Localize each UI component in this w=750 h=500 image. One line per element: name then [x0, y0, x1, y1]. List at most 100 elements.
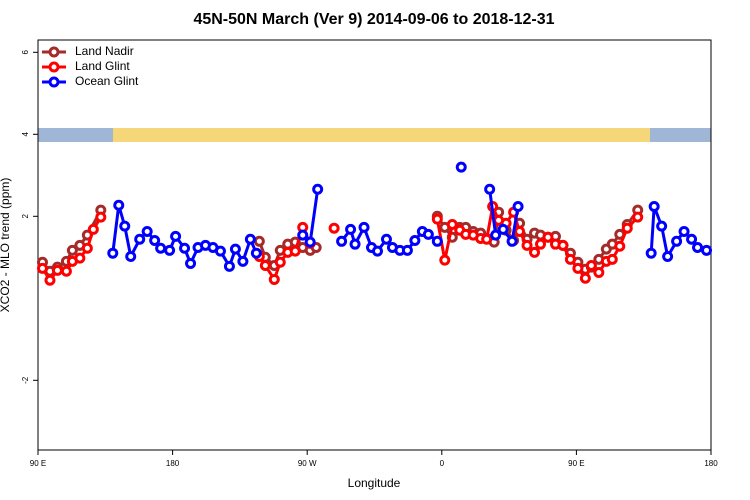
data-point: [81, 242, 93, 254]
data-point: [648, 200, 660, 212]
data-point: [214, 245, 226, 257]
data-point: [304, 236, 316, 248]
data-point: [149, 234, 161, 246]
data-point: [542, 231, 554, 243]
y-axis-label: XCO2 - MLO trend (ppm): [0, 178, 12, 313]
data-point: [529, 246, 541, 258]
data-point: [621, 222, 633, 234]
data-point: [422, 228, 434, 240]
data-point: [557, 239, 569, 251]
legend-marker: [48, 46, 60, 58]
data-point: [253, 235, 265, 247]
data-point: [632, 211, 644, 223]
y-tick-label: 6: [21, 50, 30, 55]
map-ocean: [38, 128, 113, 142]
data-point: [155, 242, 167, 254]
data-point: [274, 256, 286, 268]
legend-label: Land Nadir: [75, 44, 134, 58]
data-point: [490, 229, 502, 241]
data-point: [223, 260, 235, 272]
data-point: [250, 247, 262, 259]
data-point: [134, 233, 146, 245]
data-point: [401, 244, 413, 256]
data-point: [656, 220, 668, 232]
data-point: [328, 222, 340, 234]
data-point: [497, 223, 509, 235]
legend-marker: [48, 61, 60, 73]
data-point: [74, 252, 86, 264]
data-point: [585, 260, 597, 271]
x-tick-label: 0: [440, 459, 445, 468]
data-point: [179, 242, 191, 254]
data-point: [51, 264, 63, 276]
data-point: [431, 213, 443, 225]
x-tick-label: 180: [704, 459, 718, 468]
data-point: [455, 161, 467, 173]
data-point: [645, 247, 657, 259]
data-point: [289, 245, 301, 257]
data-point: [535, 238, 547, 250]
legend-label: Land Glint: [75, 59, 130, 73]
legend-label: Ocean Glint: [75, 74, 139, 88]
x-tick-label: 90 W: [298, 459, 317, 468]
data-point: [514, 225, 526, 237]
x-axis-label: Longitude: [348, 476, 401, 490]
data-point: [44, 274, 56, 286]
data-point: [259, 260, 271, 271]
data-point: [686, 233, 698, 245]
data-point: [358, 221, 370, 233]
data-point: [141, 225, 153, 237]
data-point: [237, 255, 249, 267]
x-tick-label: 180: [166, 459, 180, 468]
data-point: [678, 225, 690, 237]
data-point: [506, 235, 518, 247]
data-point: [701, 244, 713, 256]
data-point: [113, 199, 125, 211]
data-point: [268, 273, 280, 285]
data-point: [671, 235, 683, 247]
data-point: [125, 250, 137, 262]
data-point: [521, 239, 533, 251]
data-point: [244, 233, 256, 245]
data-point: [380, 233, 392, 245]
data-point: [336, 235, 348, 247]
y-tick-label: 4: [21, 132, 30, 137]
plot-frame: [37, 39, 712, 451]
data-point: [579, 272, 591, 284]
x-tick-label: 90 E: [568, 459, 584, 468]
data-point: [564, 253, 576, 265]
data-point: [572, 262, 584, 274]
data-point: [66, 244, 78, 256]
data-point: [409, 234, 421, 246]
data-point: [345, 223, 357, 235]
data-point: [593, 266, 605, 278]
data-point: [662, 250, 674, 262]
x-tick-label: 90 E: [30, 459, 46, 468]
chart-title: 45N-50N March (Ver 9) 2014-09-06 to 2018…: [193, 11, 554, 28]
data-point: [60, 265, 72, 277]
data-point: [606, 253, 618, 265]
data-point: [36, 262, 48, 274]
data-point: [692, 241, 704, 253]
data-point: [107, 247, 119, 259]
map-strip: [38, 128, 711, 142]
y-tick-label: -2: [21, 376, 30, 384]
data-point: [170, 230, 182, 242]
data-point: [484, 183, 496, 195]
data-point: [439, 254, 451, 266]
map-ocean: [650, 128, 711, 142]
data-point: [95, 211, 107, 223]
data-point: [312, 183, 324, 195]
legend-marker: [48, 76, 60, 88]
data-point: [614, 240, 626, 252]
data-point: [87, 223, 99, 235]
y-tick-label: 2: [21, 214, 30, 219]
data-point: [349, 238, 361, 250]
data-point: [371, 245, 383, 257]
data-point: [431, 235, 443, 247]
data-point: [297, 229, 309, 241]
data-point: [164, 244, 176, 256]
data-point: [512, 200, 524, 212]
data-point: [446, 219, 458, 230]
